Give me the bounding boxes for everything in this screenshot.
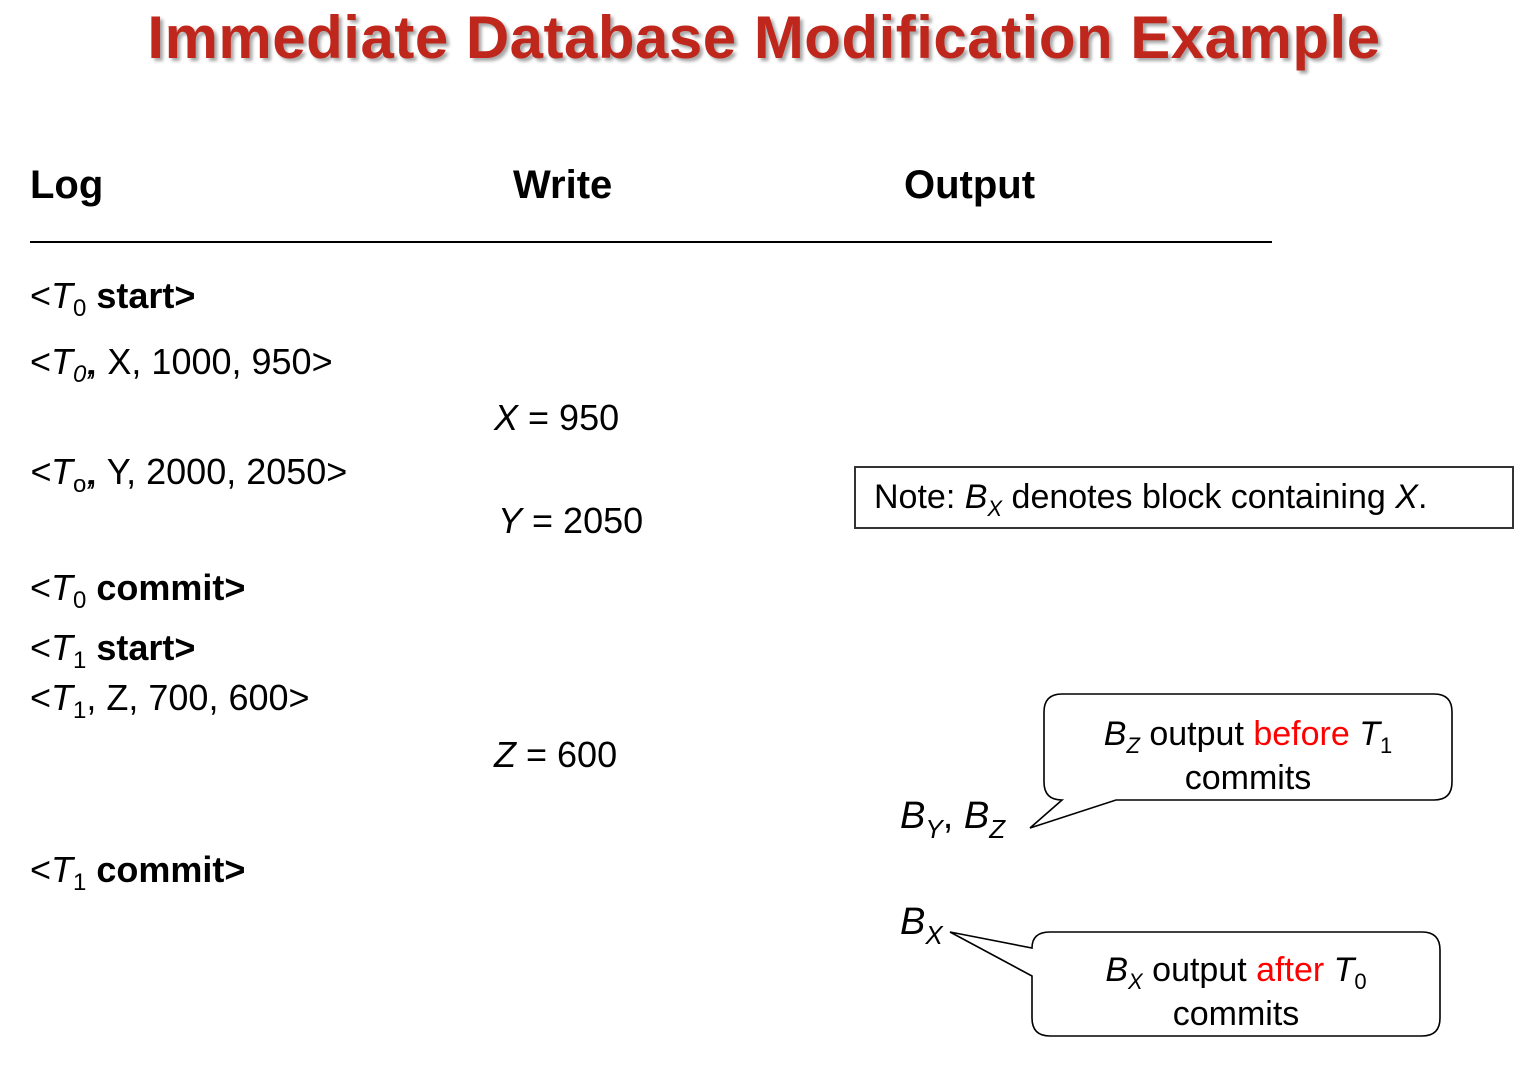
slide-title: Immediate Database Modification Example (147, 4, 1381, 71)
note-box: Note: BX denotes block containing X. (854, 466, 1514, 529)
header-write: Write (513, 163, 613, 207)
callout-before-line2: commits (1184, 759, 1312, 797)
callout-before-line1: BZ output before T1 (1103, 715, 1393, 758)
log-t0-update-x: <T0,, X, 1000, 950> (30, 341, 333, 388)
header-output: Output (904, 163, 1036, 207)
callout-before-text: BZ output before T1 commits (1044, 712, 1452, 800)
log-t0-update-y: <To,, Y, 2000, 2050> (30, 451, 348, 498)
output-bx: BX (900, 901, 943, 950)
log-t0-commit: <T0 commit> (30, 567, 246, 614)
write-x: X = 950 (494, 397, 620, 438)
log-t0-start: <T0 start> (30, 275, 196, 322)
header-log: Log (30, 163, 104, 207)
callout-before-shape (1029, 693, 1453, 829)
callout-after-text: BX output after T0 commits (1032, 948, 1440, 1036)
log-t1-commit: <T1 commit> (30, 849, 246, 896)
write-y: Y = 2050 (498, 500, 644, 541)
output-by-bz: BY, BZ (900, 795, 1006, 844)
header-divider (30, 241, 1272, 243)
callout-after-shape (949, 931, 1441, 1037)
write-z: Z = 600 (494, 734, 618, 775)
callout-after-line1: BX output after T0 (1105, 951, 1367, 994)
callout-after-line2: commits (1172, 995, 1300, 1033)
log-t1-start: <T1 start> (30, 627, 196, 674)
log-t1-update-z: <T1, Z, 700, 600> (30, 677, 310, 724)
